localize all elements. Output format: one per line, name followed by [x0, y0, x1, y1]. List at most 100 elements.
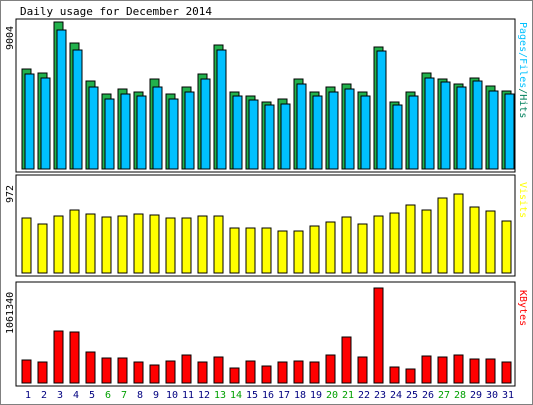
- files-bar-23: [376, 50, 387, 170]
- hits-panel: 9004 Pages/Files/Hits: [5, 18, 528, 173]
- visits-bar-14: [229, 227, 240, 274]
- chart-title: Daily usage for December 2014: [20, 5, 212, 18]
- files-bar-19: [312, 95, 323, 170]
- hits-bars: [21, 21, 515, 170]
- kbytes-bar-29: [469, 358, 480, 384]
- visits-bar-24: [389, 212, 400, 274]
- visits-bar-12: [197, 215, 208, 274]
- visits-bar-6: [101, 216, 112, 274]
- x-tick-label-14: 14: [230, 390, 242, 401]
- kbytes-bar-17: [277, 361, 288, 384]
- x-tick-label-10: 10: [166, 390, 178, 401]
- kbytes-bar-8: [133, 361, 144, 384]
- kbytes-bar-16: [261, 365, 272, 384]
- x-axis-labels: 1 2 3 4 5 6 7 8 9 10 11 12 13 14 15 16 17 18 19 20 21 22 23 24 2…: [25, 390, 514, 401]
- files-bar-22: [360, 95, 371, 170]
- visits-bar-19: [309, 225, 320, 274]
- kbytes-bar-19: [309, 361, 320, 384]
- kbytes-legend-text: KBytes: [517, 290, 528, 326]
- hits-legend-pages: Pages: [517, 22, 528, 52]
- files-bar-30: [488, 90, 499, 170]
- x-tick-label-9: 9: [153, 390, 159, 401]
- kbytes-bar-22: [357, 356, 368, 384]
- files-bar-7: [120, 93, 131, 170]
- kbytes-bar-12: [197, 361, 208, 384]
- hits-legend-text: Pages/Files/Hits: [517, 22, 528, 118]
- x-tick-label-19: 19: [310, 390, 322, 401]
- x-tick-label-8: 8: [137, 390, 143, 401]
- x-tick-label-12: 12: [198, 390, 210, 401]
- x-tick-label-4: 4: [73, 390, 79, 401]
- kbytes-bar-27: [437, 356, 448, 384]
- kbytes-bar-14: [229, 367, 240, 384]
- kbytes-bar-11: [181, 354, 192, 384]
- visits-bar-2: [37, 223, 48, 274]
- kbytes-bar-2: [37, 361, 48, 384]
- kbytes-bar-5: [85, 351, 96, 384]
- files-bar-29: [472, 80, 483, 170]
- x-tick-label-23: 23: [374, 390, 386, 401]
- visits-legend-visits: Visits: [517, 182, 528, 218]
- kbytes-bar-25: [405, 368, 416, 384]
- kbytes-bar-26: [421, 355, 432, 384]
- visits-legend-text: Visits: [517, 182, 528, 218]
- visits-bar-25: [405, 204, 416, 274]
- files-bar-5: [88, 86, 99, 170]
- visits-bar-21: [341, 216, 352, 274]
- kbytes-bar-10: [165, 360, 176, 384]
- x-tick-label-3: 3: [57, 390, 63, 401]
- visits-bar-13: [213, 215, 224, 274]
- kbytes-legend-kbytes: KBytes: [517, 290, 528, 326]
- files-bar-20: [328, 91, 339, 170]
- x-tick-label-6: 6: [105, 390, 111, 401]
- files-bar-3: [56, 29, 67, 170]
- kbytes-max-label: 1061340: [5, 292, 16, 334]
- visits-bar-28: [453, 193, 464, 274]
- kbytes-bar-30: [485, 358, 496, 384]
- visits-bar-3: [53, 215, 64, 274]
- files-bar-10: [168, 98, 179, 170]
- visits-bar-16: [261, 227, 272, 274]
- kbytes-bar-6: [101, 357, 112, 384]
- files-bar-11: [184, 91, 195, 170]
- visits-bar-9: [149, 214, 160, 274]
- visits-bar-1: [21, 217, 32, 274]
- kbytes-bars: [21, 287, 512, 384]
- visits-bar-7: [117, 215, 128, 274]
- hits-legend-files: /Files: [517, 52, 528, 88]
- files-bar-13: [216, 49, 227, 170]
- visits-bars: [21, 193, 512, 274]
- files-bar-2: [40, 77, 51, 170]
- kbytes-bar-23: [373, 287, 384, 384]
- x-tick-label-28: 28: [454, 390, 466, 401]
- x-tick-label-1: 1: [25, 390, 31, 401]
- hits-max-label: 9004: [5, 26, 16, 50]
- hits-legend: Pages/Files/Hits: [517, 22, 528, 118]
- kbytes-bar-20: [325, 354, 336, 384]
- visits-bar-30: [485, 210, 496, 274]
- x-tick-label-27: 27: [438, 390, 450, 401]
- files-bar-17: [280, 103, 291, 170]
- visits-bar-15: [245, 227, 256, 274]
- x-tick-label-11: 11: [182, 390, 194, 401]
- files-bar-16: [264, 104, 275, 170]
- x-tick-label-18: 18: [294, 390, 306, 401]
- files-bar-31: [504, 93, 515, 170]
- visits-panel: 972 Visits: [5, 174, 528, 277]
- x-tick-label-17: 17: [278, 390, 290, 401]
- x-tick-label-2: 2: [41, 390, 47, 401]
- x-tick-label-22: 22: [358, 390, 370, 401]
- kbytes-bar-3: [53, 330, 64, 384]
- kbytes-bar-7: [117, 357, 128, 384]
- files-bar-4: [72, 49, 83, 170]
- files-bar-14: [232, 95, 243, 170]
- files-bar-24: [392, 104, 403, 170]
- files-bar-26: [424, 77, 435, 170]
- x-tick-label-16: 16: [262, 390, 274, 401]
- x-tick-label-13: 13: [214, 390, 226, 401]
- visits-bar-5: [85, 213, 96, 274]
- kbytes-bar-4: [69, 331, 80, 384]
- kbytes-bar-13: [213, 356, 224, 384]
- x-tick-label-25: 25: [406, 390, 418, 401]
